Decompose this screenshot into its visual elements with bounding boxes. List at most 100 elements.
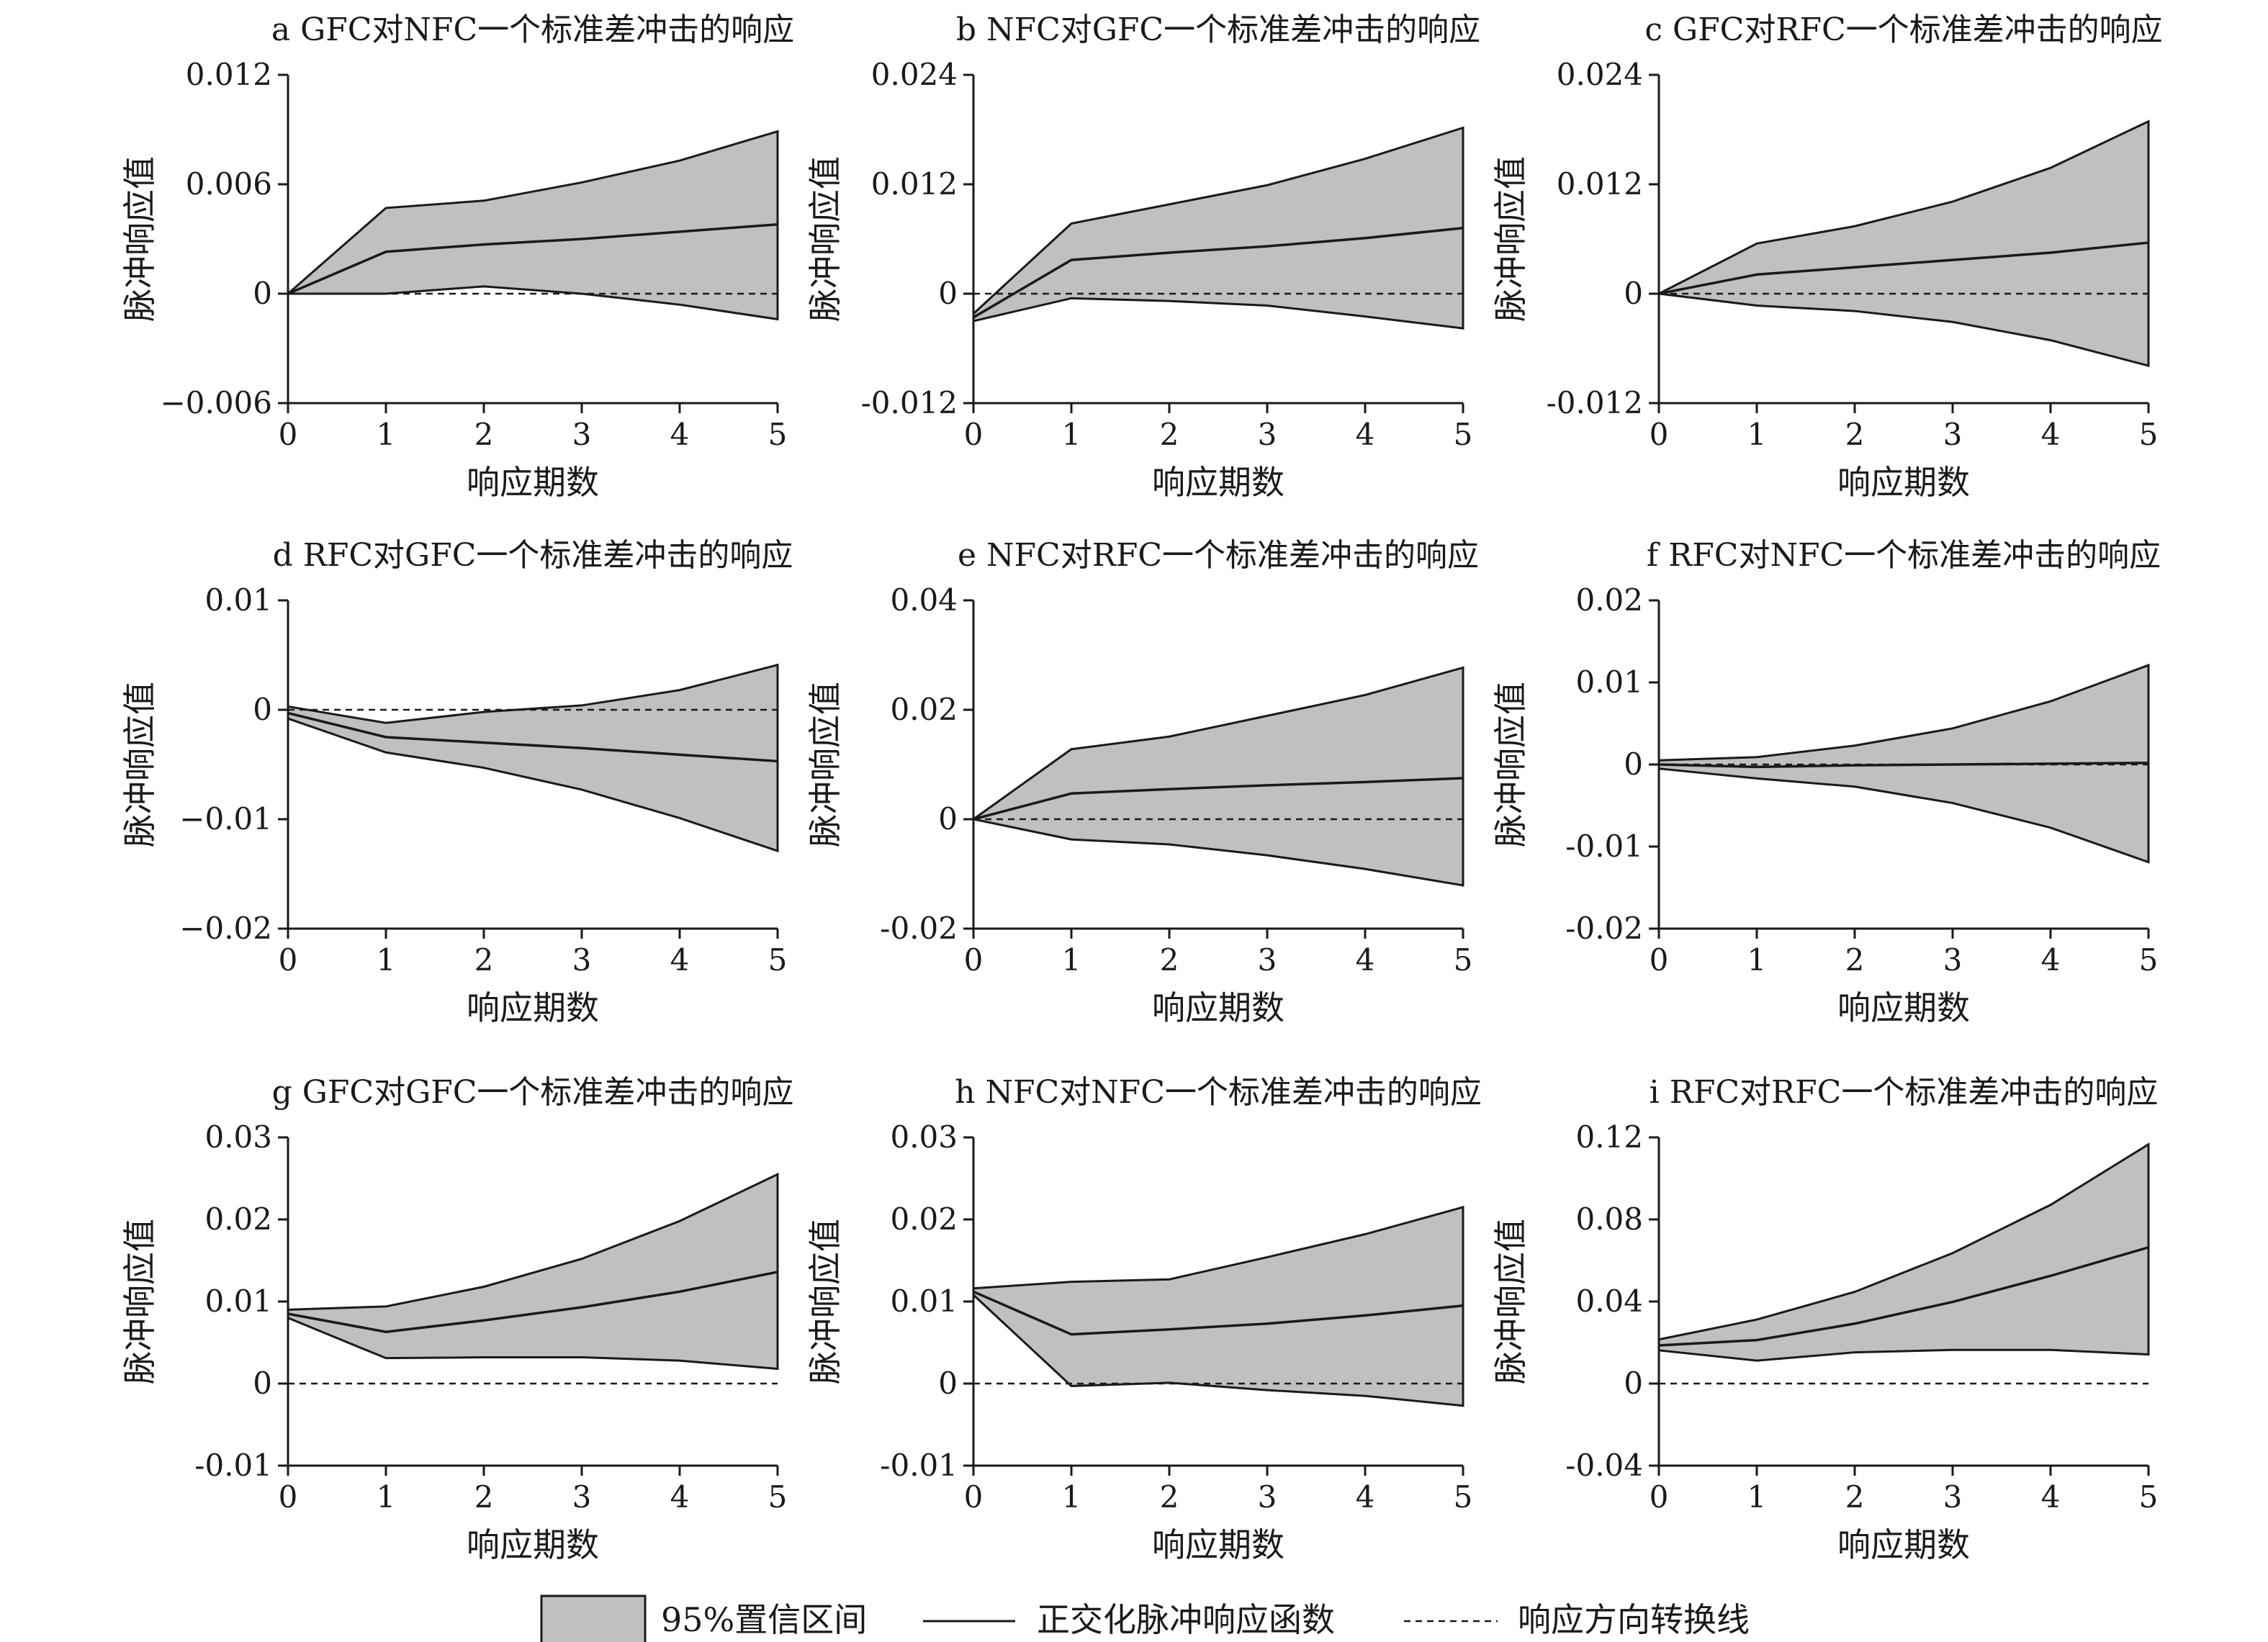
y-axis-label: 脉冲响应值	[120, 682, 159, 847]
panel-title: e NFC对RFC一个标准差冲击的响应	[958, 537, 1479, 574]
irf-line	[1658, 1246, 2149, 1347]
x-tick-label: 4	[670, 1479, 690, 1515]
x-tick-label: 3	[572, 417, 592, 452]
irf-line	[287, 711, 778, 763]
y-tick-label: 0	[253, 276, 272, 311]
y-tick-label: 0.12	[1575, 1119, 1643, 1155]
irf-line	[973, 1290, 1464, 1336]
x-tick-label: 1	[377, 1479, 396, 1515]
y-tick-label: 0	[938, 276, 958, 311]
panel-title: a GFC对NFC一个标准差冲击的响应	[271, 12, 794, 48]
x-tick-label: 4	[2041, 1479, 2061, 1515]
y-tick-label: 0.04	[890, 582, 958, 618]
x-tick-label: 0	[964, 942, 984, 978]
x-tick-label: 3	[572, 942, 592, 978]
legend-dashed-label: 响应方向转换线	[1518, 1600, 1750, 1639]
y-tick-label: -0.01	[194, 1448, 272, 1483]
y-axis-label: 脉冲响应值	[806, 156, 845, 322]
y-tick-label: 0.024	[871, 57, 958, 92]
x-tick-label: 3	[572, 1479, 592, 1515]
x-tick-label: 4	[670, 417, 690, 452]
y-tick-label: 0.03	[890, 1119, 958, 1155]
x-tick-label: 4	[2041, 942, 2061, 978]
x-tick-label: 5	[2139, 1479, 2159, 1515]
y-tick-label: 0.01	[1575, 664, 1643, 700]
y-tick-label: -0.012	[861, 385, 958, 420]
x-tick-label: 3	[1943, 1479, 1963, 1515]
y-tick-label: 0	[253, 1366, 272, 1401]
x-tick-label: 4	[1356, 1479, 1375, 1515]
x-tick-label: 1	[1747, 1479, 1767, 1515]
y-tick-label: 0.02	[1575, 582, 1643, 618]
y-tick-label: −0.006	[161, 385, 272, 420]
irf-line	[287, 1271, 778, 1333]
x-tick-label: 5	[768, 942, 788, 978]
x-tick-label: 2	[474, 1479, 494, 1515]
confidence-band	[1655, 119, 2150, 368]
x-axis-label: 响应期数	[1152, 988, 1284, 1027]
y-tick-label: 0.02	[890, 1201, 958, 1237]
y-tick-label: 0.01	[204, 582, 272, 618]
x-tick-label: 1	[1747, 942, 1767, 978]
panel-6: f RFC对NFC一个标准差冲击的响应 -0.02 -0.01 0 0.01 0.02 0 1…	[1491, 537, 2161, 1027]
panel-title: d RFC对GFC一个标准差冲击的响应	[273, 537, 793, 574]
x-tick-label: 0	[279, 1479, 298, 1515]
y-tick-label: -0.02	[1565, 911, 1643, 946]
x-axis-label: 响应期数	[1837, 463, 1970, 502]
x-axis-label: 响应期数	[1837, 1525, 1970, 1564]
legend-band-swatch	[540, 1594, 647, 1642]
y-axis-label: 脉冲响应值	[120, 1219, 159, 1384]
y-tick-label: −0.01	[179, 801, 272, 836]
x-tick-label: 2	[1160, 942, 1179, 978]
irf-line	[287, 222, 778, 295]
x-axis-label: 响应期数	[467, 463, 599, 502]
x-tick-label: 3	[1258, 417, 1277, 452]
y-tick-label: -0.01	[880, 1448, 958, 1483]
x-tick-label: 4	[1356, 417, 1375, 452]
confidence-band	[971, 666, 1464, 887]
x-tick-label: 1	[377, 417, 396, 452]
y-tick-label: 0	[938, 1366, 958, 1401]
y-tick-label: 0.03	[204, 1119, 272, 1155]
y-tick-label: 0.006	[186, 166, 272, 202]
y-tick-label: 0.02	[204, 1201, 272, 1237]
x-tick-label: 5	[768, 1479, 788, 1515]
y-tick-label: 0.01	[890, 1284, 958, 1319]
confidence-band	[972, 126, 1464, 330]
x-tick-label: 0	[279, 417, 298, 452]
x-tick-label: 5	[2139, 942, 2159, 978]
y-tick-label: -0.012	[1547, 385, 1643, 420]
x-tick-label: 3	[1943, 942, 1963, 978]
x-tick-label: 2	[474, 417, 494, 452]
y-tick-label: 0	[1624, 1366, 1643, 1401]
x-tick-label: 5	[768, 417, 788, 452]
y-tick-label: 0.024	[1557, 57, 1643, 92]
confidence-band	[1657, 1142, 2150, 1362]
x-tick-label: 1	[377, 942, 396, 978]
x-tick-label: 0	[1650, 942, 1669, 978]
panel-title: b NFC对GFC一个标准差冲击的响应	[956, 12, 1480, 48]
x-tick-label: 0	[964, 1479, 984, 1515]
x-tick-label: 2	[474, 942, 494, 978]
x-axis-label: 响应期数	[1837, 988, 1970, 1027]
x-axis-label: 响应期数	[1152, 463, 1284, 502]
confidence-band	[287, 663, 779, 853]
x-tick-label: 3	[1258, 942, 1277, 978]
x-tick-label: 1	[1062, 1479, 1081, 1515]
x-tick-label: 2	[1845, 942, 1865, 978]
panel-title: i RFC对RFC一个标准差冲击的响应	[1650, 1074, 2159, 1111]
irf-line	[973, 777, 1464, 821]
y-tick-label: 0	[938, 801, 958, 836]
x-tick-label: 0	[279, 942, 298, 978]
y-tick-label: 0.012	[871, 166, 958, 202]
x-tick-label: 4	[1356, 942, 1375, 978]
x-tick-label: 5	[1454, 417, 1473, 452]
y-tick-label: 0	[1624, 276, 1643, 311]
y-axis-label: 脉冲响应值	[806, 682, 845, 847]
y-axis-label: 脉冲响应值	[120, 156, 159, 322]
